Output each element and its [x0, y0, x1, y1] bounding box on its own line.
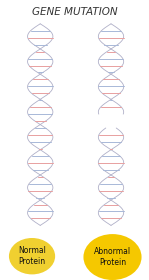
Ellipse shape	[9, 238, 55, 274]
Text: GENE MUTATION: GENE MUTATION	[32, 7, 117, 17]
Text: Abnormal
Protein: Abnormal Protein	[94, 247, 131, 267]
Text: Normal
Protein: Normal Protein	[18, 246, 46, 266]
Ellipse shape	[83, 234, 142, 280]
